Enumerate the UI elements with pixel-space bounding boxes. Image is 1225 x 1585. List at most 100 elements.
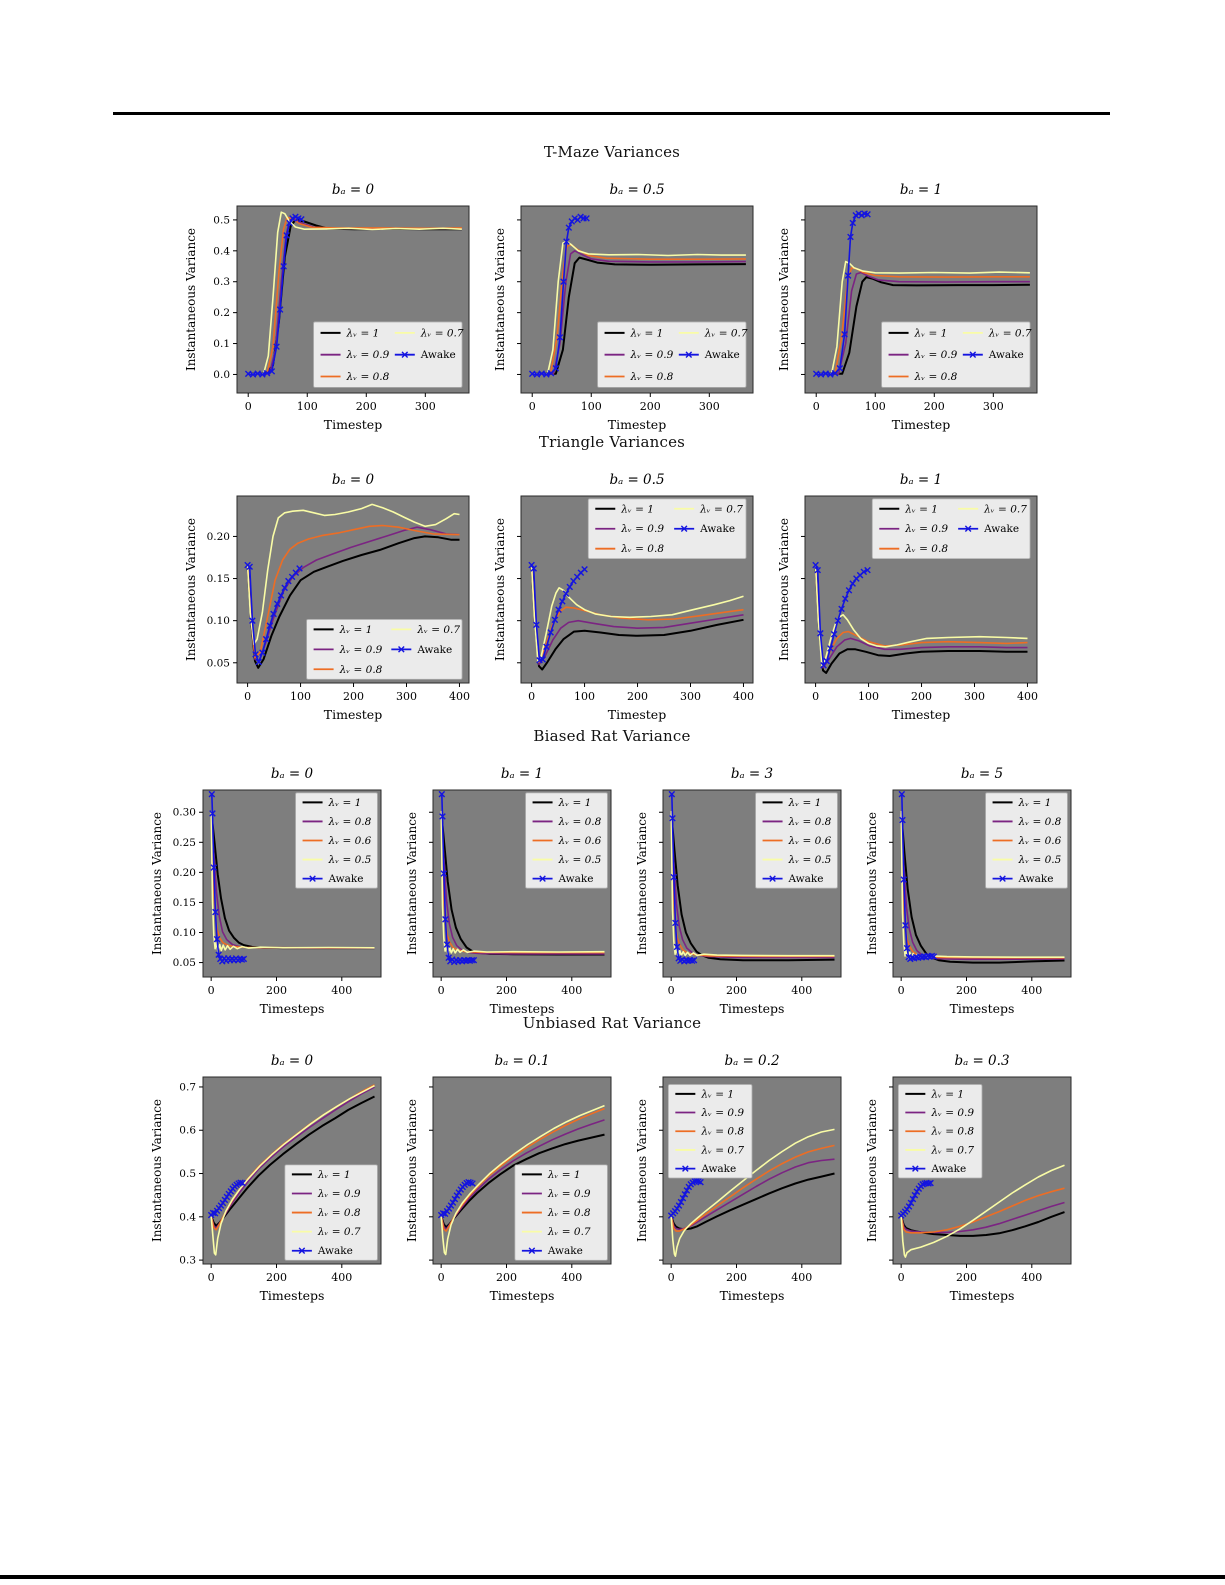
awake-x-marker [827, 645, 834, 652]
x-tick-label: 0 [208, 984, 215, 997]
x-tick-label: 400 [791, 1271, 812, 1284]
legend-label: λᵥ = 1 [1018, 797, 1052, 809]
y-axis-label: Instantaneous Variance [635, 1099, 649, 1242]
y-axis-label: Instantaneous Variance [184, 228, 198, 371]
x-tick-label: 100 [858, 690, 879, 703]
series-line [530, 565, 744, 671]
series-line [900, 1211, 1065, 1237]
x-tick-label: 0 [245, 400, 252, 413]
y-tick-label: 0.4 [213, 245, 230, 257]
x-tick-label: 400 [1021, 984, 1042, 997]
legend-box [897, 1084, 983, 1179]
y-tick-label: 0.20 [207, 531, 230, 543]
legend-box [525, 792, 608, 889]
y-tick-label: 0.0 [213, 369, 230, 381]
awake-x-marker [817, 371, 825, 378]
x-axis-label: Timesteps [950, 1001, 1015, 1016]
awake-x-marker [528, 561, 535, 569]
awake-x-marker [925, 1180, 932, 1187]
awake-x-marker [210, 864, 218, 871]
legend-label: λᵥ = 1 [788, 797, 822, 809]
series-line [816, 260, 1030, 375]
series-line [670, 1128, 835, 1257]
legend-label: λᵥ = 1 [620, 503, 654, 515]
awake-x-marker [841, 330, 848, 338]
awake-x-marker [439, 813, 446, 820]
y-tick-label: 0.1 [213, 338, 230, 350]
legend-label: λᵥ = 0.8 [700, 1126, 744, 1138]
y-tick-label: 0.2 [213, 307, 230, 319]
legend-label: Awake [1018, 873, 1054, 885]
legend-box [313, 321, 463, 388]
awake-x-marker [559, 597, 566, 605]
x-axis-label: Timestep [892, 707, 950, 722]
awake-x-marker [221, 1196, 229, 1204]
subplot-title: bₐ = 0 [271, 1053, 314, 1069]
legend-label: λᵥ = 0.7 [930, 1144, 974, 1156]
awake-x-marker [844, 272, 852, 279]
y-tick-label: 0.15 [207, 573, 230, 585]
legend-x-marker [309, 875, 316, 882]
awake-x-marker [681, 1191, 689, 1198]
awake-x-marker [443, 941, 451, 948]
legend-label: λᵥ = 0.9 [914, 349, 958, 361]
legend: λᵥ = 1 λᵥ = 0.9 λᵥ = 0.8 λᵥ = 0.7 Awake [587, 498, 747, 560]
legend-label: λᵥ = 0.8 [317, 1207, 361, 1219]
awake-x-marker [817, 630, 824, 637]
legend-label: λᵥ = 1 [700, 1088, 734, 1100]
series-line [246, 535, 460, 669]
legend-label: λᵥ = 1 [328, 797, 362, 809]
awake-x-marker [547, 369, 555, 377]
awake-x-marker [273, 600, 281, 608]
subplot-row: bₐ = 0 0 200 400 0.05 0.10 0.15 0.20 0.25 0.30 Tim… [112, 750, 1112, 1027]
awake-x-marker [238, 956, 246, 963]
legend: λᵥ = 1 λᵥ = 0.9 λᵥ = 0.8 λᵥ = 0.7 Awake [667, 1084, 753, 1179]
awake-x-marker [902, 921, 909, 929]
y-tick-label: 0.05 [207, 657, 230, 669]
legend-label: λᵥ = 1 [558, 797, 592, 809]
awake-x-marker [827, 371, 834, 378]
awake-x-marker [823, 657, 831, 665]
x-tick-label: 0 [438, 1271, 445, 1284]
awake-x-marker [469, 1180, 476, 1187]
subplot-title: bₐ = 3 [731, 766, 773, 782]
x-tick-label: 200 [924, 400, 945, 413]
awake-x-marker [673, 943, 681, 951]
legend-label: λᵥ = 0.6 [328, 835, 372, 847]
series-line [900, 810, 1065, 961]
y-axis-label: Instantaneous Variance [150, 812, 164, 955]
legend-box [985, 792, 1068, 889]
awake-x-marker [566, 583, 574, 591]
legend-label: λᵥ = 0.7 [983, 503, 1027, 515]
awake-x-marker [298, 215, 305, 223]
awake-x-marker [903, 1206, 911, 1213]
awake-x-marker [530, 565, 538, 572]
y-tick-label: 0.3 [213, 276, 230, 288]
x-tick-label: 400 [331, 1271, 352, 1284]
series-line [814, 565, 1028, 674]
subplot-title: bₐ = 0 [332, 182, 375, 198]
x-axis-label: Timesteps [490, 1288, 555, 1303]
subplot-title: bₐ = 0.5 [609, 472, 664, 488]
legend-label: λᵥ = 1 [547, 1169, 581, 1181]
legend-x-marker [298, 1247, 306, 1255]
legend-label: λᵥ = 0.7 [420, 327, 464, 339]
awake-x-marker [562, 590, 570, 598]
legend-label: λᵥ = 0.9 [904, 523, 948, 535]
awake-x-marker [451, 1195, 459, 1203]
x-tick-label: 300 [415, 400, 436, 413]
series-line [900, 1201, 1065, 1234]
x-tick-label: 200 [266, 1271, 287, 1284]
legend-box [881, 321, 1031, 388]
legend-label: Awake [704, 349, 740, 361]
awake-x-marker [442, 915, 449, 923]
legend: λᵥ = 1 λᵥ = 0.9 λᵥ = 0.8 λᵥ = 0.7 Awake [881, 321, 1032, 388]
legend-label: Awake [420, 349, 456, 361]
awake-x-marker [455, 1189, 463, 1196]
legend-label: λᵥ = 0.8 [346, 371, 390, 383]
series-line [814, 565, 1028, 667]
x-tick-label: 100 [297, 400, 318, 413]
legend: λᵥ = 1 λᵥ = 0.8 λᵥ = 0.6 λᵥ = 0.5 Awake [295, 792, 378, 889]
x-tick-label: 400 [791, 984, 812, 997]
x-tick-label: 200 [956, 984, 977, 997]
